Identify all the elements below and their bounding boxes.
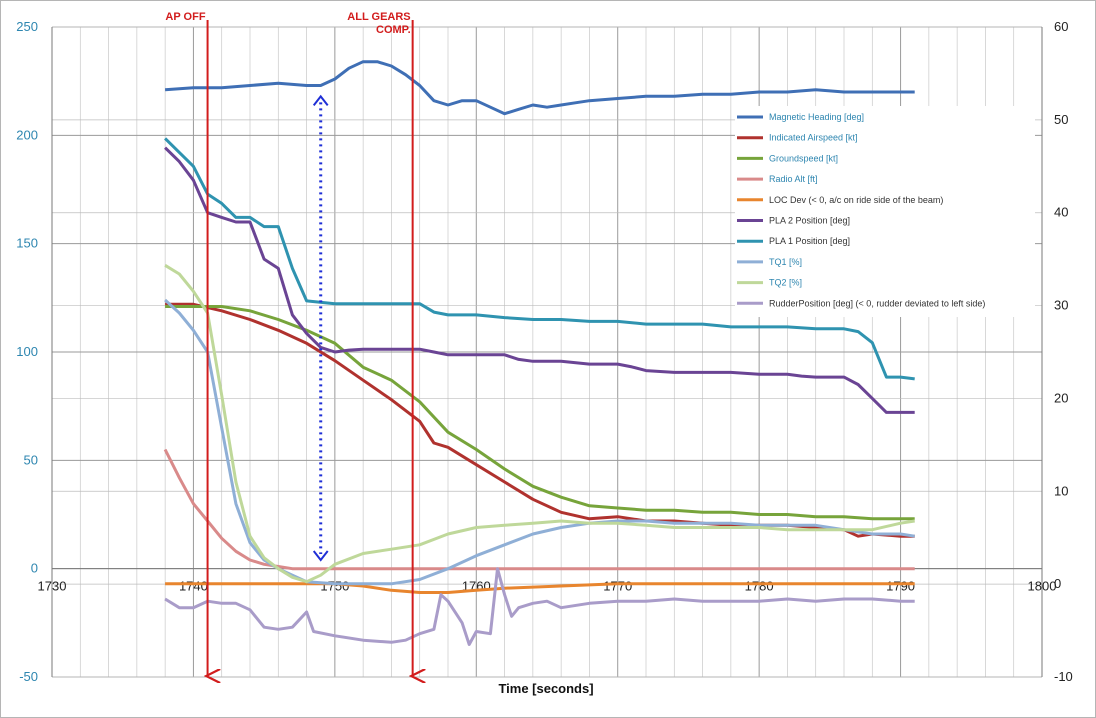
series-line <box>164 146 915 414</box>
annotation-label: COMP. <box>376 24 411 36</box>
x-tick-label: 1740 <box>179 579 208 594</box>
annotation-label: ALL GEARS <box>347 11 410 23</box>
y-tick-label-left: 100 <box>16 344 38 359</box>
series-line <box>165 302 915 538</box>
series-line <box>164 60 915 116</box>
x-tick-label: 1770 <box>603 579 632 594</box>
y-tick-label-left: 250 <box>16 19 38 34</box>
series-line <box>164 298 915 586</box>
double-arrow-head-bottom <box>312 550 329 562</box>
y-tick-label-right: 30 <box>1054 298 1068 313</box>
series-group <box>163 60 915 646</box>
series-line <box>164 264 915 584</box>
x-tick-label: 1800 <box>1028 579 1057 594</box>
legend: Magnetic Heading [deg] Indicated Airspeed… <box>735 106 1035 317</box>
axes: -50 0 50 100 150 200 250 -10 0 10 20 30 40 50 60 1730 17… <box>16 19 1073 684</box>
legend-label: Indicated Airspeed [kt] <box>769 133 858 143</box>
y-tick-label-right: 20 <box>1054 390 1068 405</box>
legend-box <box>735 106 1035 317</box>
legend-label: TQ2 [%] <box>769 278 802 288</box>
y-tick-label-left: 50 <box>24 452 38 467</box>
x-axis-label: Time [seconds] <box>498 681 593 696</box>
series-line <box>164 567 915 646</box>
legend-label: PLA 2 Position [deg] <box>769 216 850 226</box>
legend-label: RudderPosition [deg] (< 0, rudder deviat… <box>769 298 985 308</box>
x-tick-label: 1730 <box>38 579 67 594</box>
y-tick-label-right: 0 <box>1054 576 1061 591</box>
legend-label: PLA 1 Position [deg] <box>769 236 850 246</box>
double-arrow-head-top <box>312 94 329 106</box>
y-tick-label-right: 10 <box>1054 483 1068 498</box>
y-tick-label-right: 50 <box>1054 112 1068 127</box>
y-tick-label-left: 200 <box>16 127 38 142</box>
legend-label: LOC Dev (< 0, a/c on ride side of the be… <box>769 195 943 205</box>
y-tick-label-left: -50 <box>19 669 38 684</box>
x-tick-label: 1750 <box>320 579 349 594</box>
y-tick-label-right: 60 <box>1054 19 1068 34</box>
series-line <box>164 137 915 381</box>
y-tick-label-right: -10 <box>1054 669 1073 684</box>
annotation-label: AP OFF <box>165 11 205 23</box>
y-tick-label-left: 0 <box>31 561 38 576</box>
y-tick-label-left: 150 <box>16 236 38 251</box>
legend-label: TQ1 [%] <box>769 257 802 267</box>
x-tick-label: 1780 <box>745 579 774 594</box>
legend-label: Magnetic Heading [deg] <box>769 112 864 122</box>
legend-label: Groundspeed [kt] <box>769 153 838 163</box>
y-tick-label-right: 40 <box>1054 205 1068 220</box>
x-tick-label: 1790 <box>886 579 915 594</box>
series-line <box>165 305 915 521</box>
legend-label: Radio Alt [ft] <box>769 174 818 184</box>
